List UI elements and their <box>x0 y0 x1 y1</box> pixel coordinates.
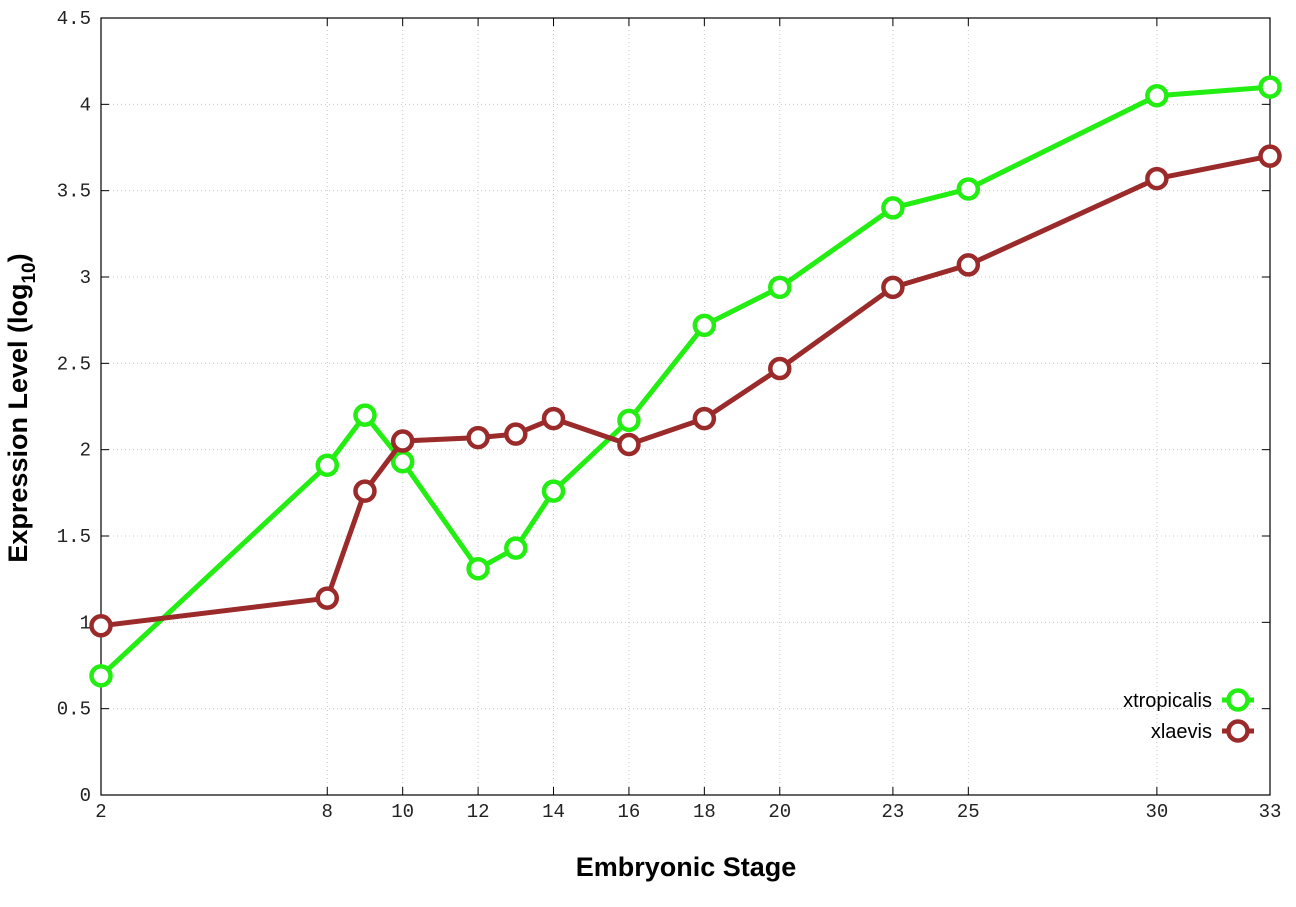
data-point <box>692 313 717 338</box>
data-point <box>390 450 415 474</box>
series-layer <box>89 75 1282 688</box>
data-point <box>89 664 113 688</box>
data-point <box>617 432 641 457</box>
data-point <box>956 177 981 201</box>
data-point <box>1258 144 1282 168</box>
y-tick-label: 4 <box>80 94 91 116</box>
y-tick-label: 1 <box>80 612 91 634</box>
series-xlaevis <box>89 144 1282 638</box>
y-tick-label: 0 <box>80 785 91 807</box>
data-point <box>315 453 340 477</box>
legend-swatch-marker <box>1226 688 1250 712</box>
legend-swatch-marker <box>1226 719 1250 743</box>
data-point <box>315 586 340 610</box>
axis-layer: 0 0.5 1 1.5 2 2.5 3 3.5 4 4.5 2 8 10 12 14 16 18 20 23 25 30… <box>57 8 1282 823</box>
data-point <box>617 408 641 433</box>
grid-layer <box>101 18 1270 795</box>
x-tick-label: 2 <box>95 801 106 823</box>
x-tick-label: 16 <box>618 801 641 823</box>
x-tick-label: 25 <box>957 801 980 823</box>
y-tick-label: 4.5 <box>57 8 91 30</box>
data-point <box>89 614 113 638</box>
data-point <box>956 253 981 277</box>
data-point <box>466 425 490 450</box>
x-tick-label: 20 <box>768 801 791 823</box>
plot-frame <box>100 17 1271 796</box>
data-point <box>1258 75 1282 99</box>
data-point <box>692 406 717 431</box>
y-tick-label: 0.5 <box>57 699 91 721</box>
data-point <box>504 536 528 560</box>
data-point <box>541 406 566 431</box>
series-line <box>100 153 1271 629</box>
legend-label: xlaevis <box>1151 721 1212 743</box>
x-tick-label: 8 <box>322 801 333 823</box>
data-point <box>466 557 490 581</box>
x-tick-label: 30 <box>1145 801 1168 823</box>
data-point <box>881 275 905 300</box>
y-tick-label: 3 <box>80 267 91 289</box>
y-axis-title: Expression Level (log10) <box>3 253 40 562</box>
x-tick-label: 12 <box>467 801 490 823</box>
legend: xtropicalis xlaevis <box>1123 688 1254 743</box>
data-point <box>1145 83 1169 108</box>
data-point <box>353 479 377 503</box>
data-point <box>768 275 792 300</box>
y-axis-title-close: ) <box>3 253 33 262</box>
data-point <box>353 403 377 427</box>
x-tick-label: 33 <box>1259 801 1282 823</box>
y-tick-label: 2.5 <box>57 353 91 375</box>
x-axis-title: Embryonic Stage <box>576 852 797 882</box>
x-tick-label: 14 <box>542 801 565 823</box>
data-point <box>1145 166 1169 191</box>
y-tick-label: 2 <box>80 440 91 462</box>
x-tick-label: 10 <box>391 801 414 823</box>
y-axis-title-subscript: 10 <box>19 262 40 283</box>
legend-item-xtropicalis: xtropicalis <box>1123 688 1254 712</box>
legend-item-xlaevis: xlaevis <box>1151 719 1254 743</box>
y-tick-label: 1.5 <box>57 526 91 548</box>
x-tick-label: 18 <box>693 801 716 823</box>
data-point <box>390 429 415 453</box>
data-point <box>504 422 528 446</box>
series-line <box>99 84 1271 678</box>
data-point <box>541 479 566 503</box>
y-tick-label: 3.5 <box>57 181 91 203</box>
x-tick-label: 23 <box>881 801 904 823</box>
data-point <box>768 356 792 381</box>
legend-label: xtropicalis <box>1123 690 1212 712</box>
y-axis-title-main: Expression Level (log <box>3 284 33 563</box>
data-point <box>881 196 905 220</box>
series-xtropicalis <box>89 75 1282 688</box>
